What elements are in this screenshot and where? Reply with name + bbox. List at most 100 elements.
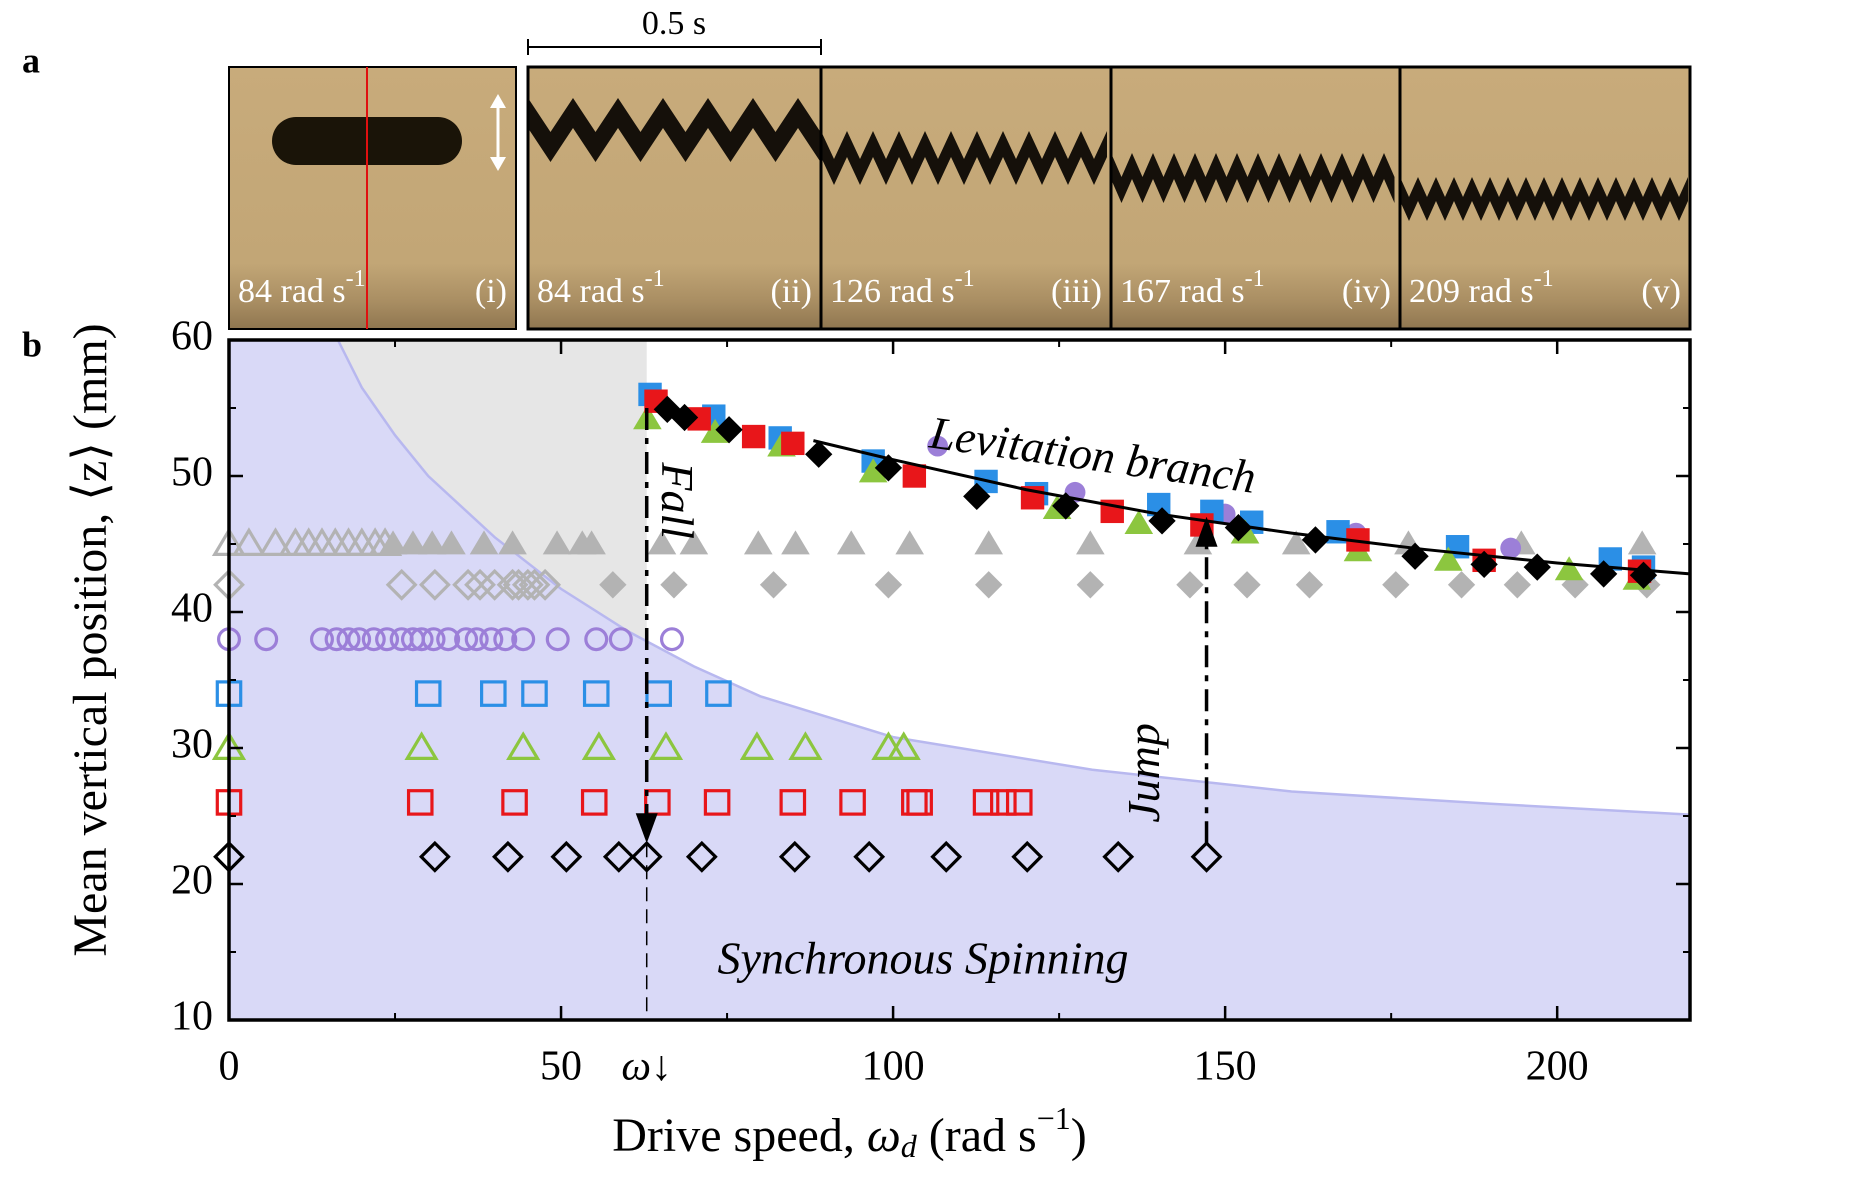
marker [418,568,451,601]
marker [454,627,479,652]
marker [836,530,866,555]
marker [660,571,688,599]
y-axis-label-part: ⟨z⟩ [64,442,117,501]
arrow-head [1195,516,1218,547]
model-curve [813,439,1691,576]
marker [679,530,709,555]
photo-label: 84 rad s-1 [537,266,665,310]
marker [1301,526,1330,554]
marker [336,627,361,652]
marker [930,840,963,873]
marker [521,680,548,707]
marker [1011,840,1044,873]
marker [501,789,528,816]
marker [496,568,529,601]
marker [385,568,418,601]
marker [518,568,551,601]
marker [492,840,524,873]
marker [1433,546,1463,571]
marker [779,789,807,816]
x-tick-label: 0 [219,1044,240,1090]
arrow-label: Fall [652,461,703,539]
marker [406,789,434,816]
marker [378,530,408,555]
photo [820,66,1112,330]
marker [858,458,888,483]
marker [1295,571,1324,599]
marker [778,840,811,873]
marker [1190,840,1223,873]
marker [417,530,447,555]
marker [715,416,743,444]
trace [1111,153,1395,203]
marker [805,440,833,468]
marker [361,627,386,652]
marker [963,482,991,511]
trace [1400,177,1688,221]
trace [821,131,1107,185]
marker [464,568,496,601]
marker [1005,789,1033,816]
marker [404,731,439,761]
marker [1076,530,1105,555]
photo [228,66,517,330]
photo-label: 84 rad s-1 [238,266,366,310]
marker [231,527,267,557]
marker [529,568,562,601]
photo-speed: 209 rad s [1409,273,1534,310]
y-tick-label: 10 [171,994,213,1040]
marker [582,680,610,707]
marker [421,627,446,652]
marker [1503,571,1531,599]
marker [375,627,400,652]
y-tick-label: 30 [171,722,213,768]
photo-speed-exp: -1 [346,266,366,292]
marker [788,731,823,761]
photo-index: (v) [1641,273,1681,310]
x-axis-label-part: (rad s [917,1109,1037,1162]
photo-speed-exp: -1 [955,266,975,292]
x-axis-label: Drive speed, ωd (rad s−1) [612,1100,1086,1164]
photo-index: (iii) [1051,273,1102,310]
marker [972,789,1000,816]
arrow-head [635,813,658,844]
marker [685,840,718,873]
marker [703,789,731,816]
marker [1124,509,1154,534]
marker [409,627,434,652]
photo-speed-exp: -1 [1245,266,1265,292]
trace [528,98,821,162]
marker [874,571,903,599]
marker [781,431,805,456]
marker [741,424,766,449]
marker [414,680,442,707]
photo-frame [1398,65,1692,331]
marker [506,731,541,761]
marker [1102,840,1135,873]
photo-label: 126 rad s-1 [830,266,975,310]
photo-speed-exp: -1 [645,266,665,292]
x-axis-label-part: ω [867,1109,901,1162]
x-tick-label: 50 [540,1044,582,1090]
photo-speed: 84 rad s [238,273,346,310]
marker [602,840,635,873]
marker [1233,571,1261,599]
marker [630,840,663,873]
marker [1148,507,1176,535]
y-tick-label: 50 [171,450,213,496]
marker [927,435,948,457]
y-tick-label: 20 [171,858,213,904]
marker [480,680,507,707]
marker [1176,571,1204,599]
arrow-label: Jump [1118,723,1169,823]
marker [990,789,1017,816]
spinning-region [229,340,1690,1020]
marker [902,464,927,488]
marker [511,627,536,652]
photo-label: 167 rad s-1 [1120,266,1265,310]
x-tick-label: 150 [1194,1044,1257,1090]
marker [781,530,810,555]
photo-speed-exp: -1 [1534,266,1554,292]
marker [479,627,504,652]
marker [418,840,451,873]
